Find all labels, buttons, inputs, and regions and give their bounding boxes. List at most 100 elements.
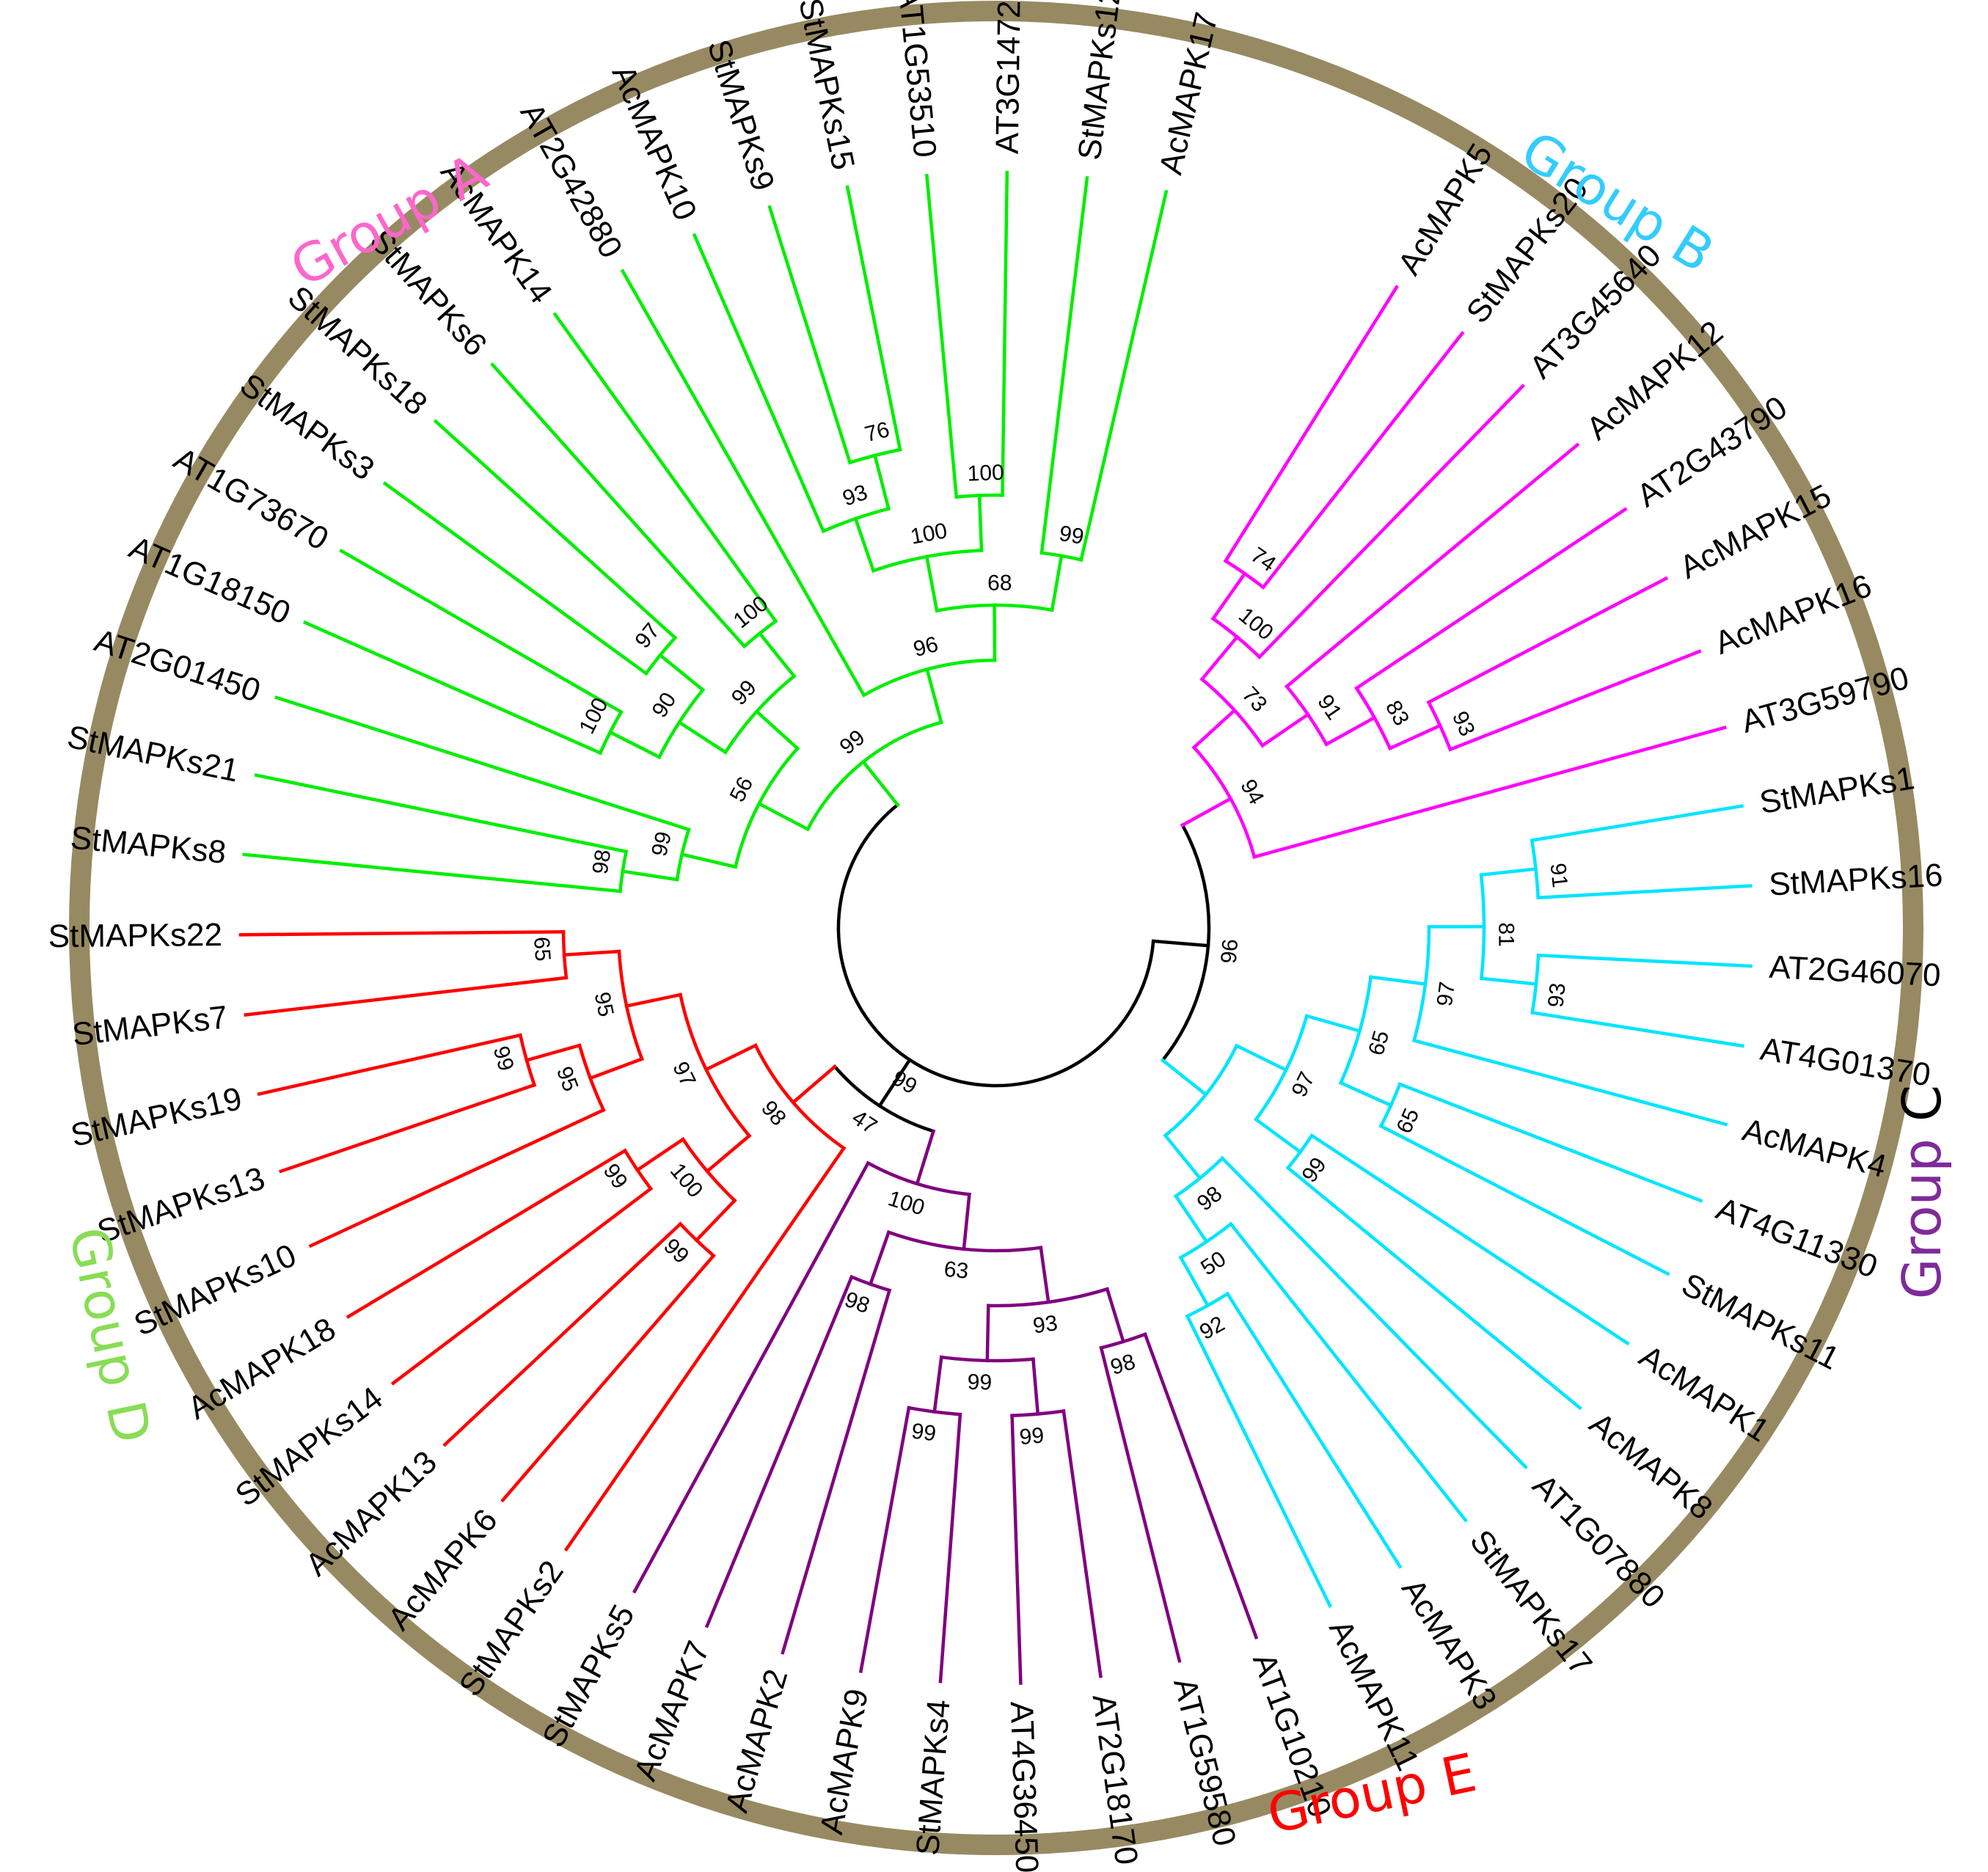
bootstrap-1-0-0: 63 xyxy=(943,1257,970,1284)
group-c-label: Group C xyxy=(1891,1085,1953,1299)
branch-arc-2-0 xyxy=(733,746,800,869)
branch-1-0-0-1 xyxy=(868,1230,891,1287)
branch-arc-2-1-1-0-0 xyxy=(821,506,891,534)
branch-1-1-1-0 xyxy=(704,1133,752,1174)
branch-1-1-1-1 xyxy=(624,992,683,1009)
branch-AcMAPK4 xyxy=(1411,1038,1728,1127)
branch-root-2 xyxy=(860,759,900,808)
branch-2-1-1-0 xyxy=(924,555,939,613)
branch-StMAPKs9 xyxy=(767,205,852,465)
bootstrap-2-0-1: 99 xyxy=(727,676,761,710)
bootstrap-2-1-1-1: 99 xyxy=(1057,522,1086,549)
taxon-at4g36450: AT4G36450 xyxy=(1004,1701,1045,1872)
bootstrap-2-0: 56 xyxy=(726,773,759,806)
branch-arc-1-1 xyxy=(753,1043,847,1151)
branch-2-1-1-1 xyxy=(1050,554,1064,613)
taxon-acmapk13: AcMAPK13 xyxy=(299,1444,444,1584)
branch-1-1-1-1-1 xyxy=(562,949,621,957)
bootstrap-0-1-0-0-0: 97 xyxy=(1433,980,1460,1007)
branch-AT1G07880 xyxy=(1220,1155,1528,1470)
branch-2-0-1-0-0 xyxy=(607,730,662,760)
branch-StMAPKs12 xyxy=(1039,175,1089,555)
bootstrap-1: 47 xyxy=(847,1105,881,1139)
branch-StMAPKs21 xyxy=(254,773,629,854)
branch-0-1-0-0 xyxy=(1304,1014,1362,1034)
branch-AT2G43790 xyxy=(1354,507,1628,691)
branch-AcMAPK8 xyxy=(1285,1165,1582,1411)
branch-StMAPKs4 xyxy=(938,1412,962,1683)
taxon-acmapk6: AcMAPK6 xyxy=(381,1502,505,1637)
bootstrap-root: 99 xyxy=(888,1066,921,1099)
branch-AT2G01450 xyxy=(274,695,691,832)
branch-arc-1-1-1 xyxy=(678,992,752,1138)
bootstrap-0-1-1: 98 xyxy=(1193,1182,1227,1216)
branch-arc-0-1-0-0 xyxy=(1338,975,1373,1086)
taxon-acmapk5: AcMAPK5 xyxy=(1391,137,1499,281)
branch-arc-2-1-1-0 xyxy=(871,549,984,573)
bootstrap-1-1: 98 xyxy=(756,1096,791,1130)
branch-0-1-0-0-1 xyxy=(1338,1081,1394,1108)
bootstrap-0-1-0-1: 99 xyxy=(1297,1153,1331,1187)
branch-arc-1 xyxy=(832,1064,936,1133)
bootstrap-1-0-0-0-1-1: 99 xyxy=(910,1419,938,1446)
taxon-acmapk11: AcMAPK11 xyxy=(1322,1615,1426,1777)
branch-0-0-0-0-0 xyxy=(1210,571,1247,621)
branch-AT2G42880 xyxy=(620,268,866,698)
branch-arc-root xyxy=(836,802,1155,1088)
branch-arc-1-1-1-0 xyxy=(680,1136,737,1203)
branch-AcMAPK3 xyxy=(1225,1291,1403,1569)
bootstrap-0-0-0: 73 xyxy=(1238,682,1272,717)
branch-StMAPKs5 xyxy=(632,1160,871,1594)
branch-1-1-1-1-0 xyxy=(588,1056,644,1081)
branch-1-1-1-0-1 xyxy=(635,1136,686,1173)
branch-2-0-1-1 xyxy=(757,631,797,679)
taxon-acmapk4: AcMAPK4 xyxy=(1739,1112,1890,1185)
branch-1-0-0-0-0 xyxy=(1105,1287,1126,1344)
bootstrap-1-0-0-0-1-0: 99 xyxy=(1018,1423,1045,1449)
branch-AT1G10210 xyxy=(1143,1332,1259,1639)
branch-AT3G14720 xyxy=(1001,170,1009,497)
branch-2-1-1-0-1 xyxy=(977,494,984,552)
bootstrap-2-0-1-0-0: 100 xyxy=(574,694,613,738)
bootstrap-values: 7410093839173949193819765659997925098969… xyxy=(489,417,1572,1449)
branch-StMAPKs14 xyxy=(390,1186,654,1386)
taxon-at3g45640: AT3G45640 xyxy=(1523,238,1668,386)
bootstrap-1-1-1-1-1: 65 xyxy=(529,936,555,962)
branch-AcMAPK5 xyxy=(1223,285,1399,563)
branch-0-1-1-1-1 xyxy=(1178,1255,1210,1308)
taxon-acmapk2: AcMAPK2 xyxy=(719,1665,795,1816)
branch-StMAPKs6 xyxy=(490,362,747,649)
bootstrap-2-0-0: 99 xyxy=(647,830,676,859)
branch-0-0-0-1-1 xyxy=(1324,715,1377,747)
outer-ring xyxy=(69,1,1923,1855)
branch-arc-2-1 xyxy=(861,658,997,698)
branch-0-0-0-1 xyxy=(1260,712,1311,748)
branch-0-1-0-1 xyxy=(1254,1116,1303,1155)
branch-arc-0-0 xyxy=(1191,745,1257,859)
branch-arc-1-0-0-0 xyxy=(987,1287,1110,1308)
bootstrap-1-1-1-1-0-1: 99 xyxy=(489,1043,519,1073)
group-c-label-word: Group xyxy=(1891,1122,1953,1299)
bootstrap-0-1-0-0: 65 xyxy=(1364,1028,1394,1058)
bootstrap-1-0-0-0: 93 xyxy=(1031,1311,1059,1338)
branch-AT1G59580 xyxy=(1099,1345,1182,1663)
taxon-stmapks17: StMAPKs17 xyxy=(1463,1524,1599,1682)
taxon-stmapks9: StMAPKs9 xyxy=(701,35,781,195)
branch-1-0 xyxy=(915,1129,936,1186)
branch-arc-2-1-1-0-1 xyxy=(954,493,1004,499)
branch-arc-2-1-1 xyxy=(935,603,1054,613)
bootstrap-2-1-1-0-0-1: 76 xyxy=(862,417,892,447)
branch-AcMAPK2 xyxy=(781,1288,892,1655)
taxon-acmapk18: AcMAPK18 xyxy=(182,1311,342,1427)
branch-AcMAPK1 xyxy=(1309,1133,1630,1346)
branch-0-1-1-1 xyxy=(1173,1193,1209,1244)
branch-AcMAPK18 xyxy=(346,1148,628,1319)
branch-arc-1-1-1-1-0 xyxy=(577,1043,606,1113)
bootstrap-2-1-1-0-0: 93 xyxy=(840,480,871,511)
bootstrap-0: 96 xyxy=(1217,938,1243,965)
branch-arc-0-0-0-0 xyxy=(1210,616,1262,659)
taxon-acmapk8: AcMAPK8 xyxy=(1582,1405,1719,1527)
branch-StMAPKs1 xyxy=(1530,804,1744,843)
branch-AT3G59790 xyxy=(1252,725,1727,859)
